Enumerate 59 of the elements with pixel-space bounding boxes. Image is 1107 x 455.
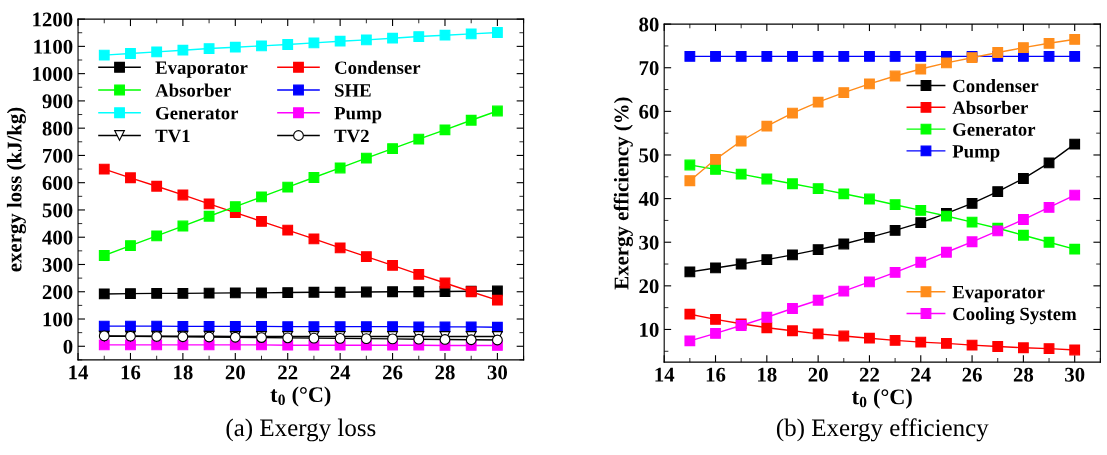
y-tick-label: 20 [639, 279, 659, 294]
x-tick-label: 28 [1013, 367, 1034, 382]
x-tick-label: 16 [706, 367, 726, 382]
x-tick-label: 30 [487, 365, 508, 380]
x-axis-title: t$_{0}$ (°C) [851, 388, 912, 409]
y-tick-label: 900 [42, 94, 73, 109]
x-tick-label: 14 [655, 367, 675, 382]
legend-label: Pump [952, 145, 1000, 162]
x-axis-title: t$_{0}$ (°C) [270, 386, 331, 407]
x-tick-label: 20 [225, 365, 245, 380]
y-tick-label: 500 [42, 203, 73, 218]
x-tick-label: 30 [1065, 367, 1085, 382]
text: (b) Exergy efficiency [776, 418, 989, 442]
x-tick-label: 22 [278, 365, 298, 380]
legend-label: Generator [953, 123, 1036, 136]
y-tick-label: 1100 [34, 39, 73, 54]
y-tick-label: 400 [42, 230, 73, 245]
y-tick-label: 40 [638, 191, 659, 207]
legend-label: Evaporator [952, 286, 1045, 303]
y-tick-label: 1200 [33, 12, 73, 27]
legend-label: Generator [156, 106, 239, 120]
y-tick-label: 0 [63, 339, 73, 354]
x-tick-label: 24 [330, 365, 351, 380]
legend-label: Absorber [155, 83, 231, 97]
legend-label: TV1 [155, 129, 190, 143]
x-tick-label: 14 [69, 365, 89, 380]
y-tick-label: 60 [639, 104, 659, 119]
y-tick-label: 700 [43, 148, 73, 163]
y-tick-label: 30 [639, 235, 659, 250]
y-tick-label: 80 [639, 17, 659, 32]
y-axis-title: Exergy efficiency (%) [613, 97, 633, 290]
y-tick-label: 800 [42, 121, 73, 136]
legend-label: Condenser [335, 60, 421, 74]
y-tick-label: 300 [42, 257, 73, 272]
x-tick-label: 16 [121, 365, 141, 380]
y-tick-label: 600 [42, 176, 73, 191]
x-tick-label: 24 [911, 367, 931, 382]
y-tick-label: 70 [639, 61, 659, 76]
legend-label: SHE [335, 84, 371, 97]
x-tick-label: 22 [859, 367, 879, 382]
y-axis-title: exergy loss (kJ/kg) [6, 107, 26, 272]
y-tick-label: 10 [640, 322, 659, 337]
x-tick-label: 26 [962, 367, 982, 382]
x-tick-label: 18 [174, 365, 193, 380]
legend-label: Pump [334, 107, 382, 124]
y-tick-label: 200 [42, 285, 73, 300]
legend-label: TV2 [334, 129, 369, 143]
y-tick-label: 50 [639, 148, 659, 163]
y-tick-label: 1000 [33, 67, 73, 82]
x-tick-label: 20 [808, 367, 828, 382]
legend-label: Condenser [953, 79, 1039, 93]
x-tick-label: 28 [435, 365, 455, 380]
legend-label: Absorber [952, 100, 1028, 115]
y-tick-label: 100 [43, 312, 73, 327]
x-tick-label: 18 [758, 367, 777, 382]
x-tick-label: 26 [383, 365, 403, 380]
text: (a) Exergy loss [226, 418, 376, 442]
legend-label: Cooling System [953, 307, 1077, 325]
legend-label: Evaporator [155, 61, 248, 78]
